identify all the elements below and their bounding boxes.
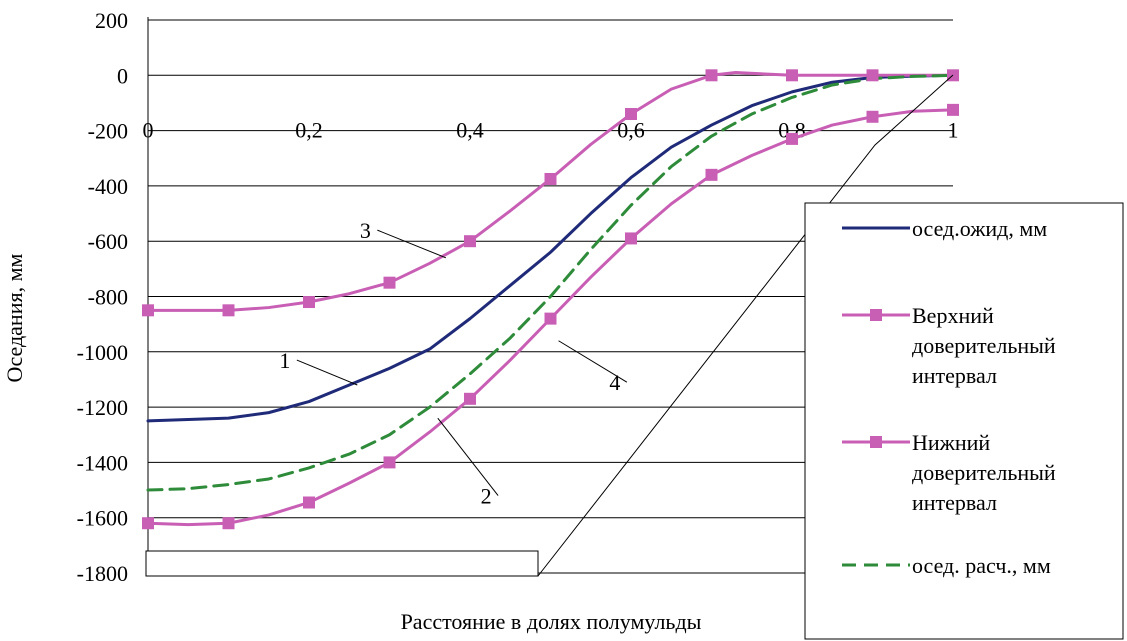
callout-leader (377, 229, 447, 259)
x-tick-label: 1 (948, 117, 959, 142)
series-marker (625, 232, 637, 245)
callouts-group: 1 2 3 4 (279, 218, 628, 509)
series-marker (947, 103, 959, 116)
callout-leader (558, 340, 628, 383)
y-tick-label: -1400 (77, 450, 128, 475)
series-marker (705, 168, 718, 181)
y-tick-label: -200 (88, 119, 128, 144)
x-tick-label: 0 (143, 117, 154, 142)
y-axis-title: Оседания, мм (2, 253, 27, 382)
x-tick-label: 0,2 (295, 117, 323, 142)
legend-label: осед. расч., мм (912, 553, 1051, 578)
callout-label: 3 (360, 218, 371, 243)
y-tick-labels: 200 0 -200 -400 -600 -800 -1000 -1200 -1400 -1600… (77, 8, 128, 586)
y-tick-label: -1800 (77, 561, 128, 586)
series-marker (383, 276, 396, 289)
x-tick-labels: 0 0,2 0,4 0,6 0,8 1 (143, 117, 959, 142)
series-marker (383, 456, 396, 469)
series-marker (142, 304, 154, 317)
y-tick-label: -1000 (77, 340, 128, 365)
overlay-rectangle (145, 550, 539, 577)
series-marker (705, 69, 718, 82)
series-marker (222, 517, 235, 530)
y-tick-label: 0 (117, 63, 128, 88)
legend-label: Нижний доверительный интервал (912, 430, 1056, 515)
y-tick-label: -1200 (77, 395, 128, 420)
legend-items: осед.ожид, мм Верхний доверительный интерва… (842, 216, 1056, 578)
y-tick-label: -600 (88, 229, 128, 254)
x-axis-title: Расстояние в долях полумульды (401, 609, 702, 634)
callout-label: 1 (279, 348, 290, 373)
series-marker (544, 172, 557, 185)
callout-leader (437, 417, 499, 496)
markers-group (142, 69, 959, 530)
legend-box (804, 202, 1124, 640)
series-marker (464, 235, 476, 248)
series-marker (544, 312, 557, 325)
series-line-1 (146, 73, 955, 423)
legend-marker (870, 436, 882, 448)
series-marker (464, 392, 476, 405)
legend-marker (870, 309, 882, 321)
y-tick-label: -800 (88, 285, 128, 310)
series-line-4 (146, 73, 955, 492)
series-line-2 (146, 71, 955, 312)
legend-label: осед.ожид, мм (912, 216, 1047, 241)
series-marker (786, 69, 798, 82)
callout-label: 4 (609, 370, 620, 395)
series-marker (303, 296, 315, 309)
callout-leader (296, 359, 358, 386)
series-marker (866, 110, 879, 123)
x-tick-label: 0,4 (456, 117, 484, 142)
legend-label: Верхний доверительный интервал (912, 303, 1056, 388)
series-marker (625, 108, 637, 121)
series-marker (222, 304, 235, 317)
y-tick-label: -400 (88, 174, 128, 199)
series-marker (142, 517, 154, 530)
series-marker (303, 496, 315, 509)
y-tick-label: -1600 (77, 506, 128, 531)
series-marker (866, 69, 879, 82)
legend: осед.ожид, мм Верхний доверительный интерва… (804, 202, 1124, 640)
overlay-diagonal (537, 74, 954, 577)
series-marker (786, 132, 798, 145)
y-tick-label: 200 (95, 8, 128, 33)
callout-label: 2 (481, 484, 492, 509)
